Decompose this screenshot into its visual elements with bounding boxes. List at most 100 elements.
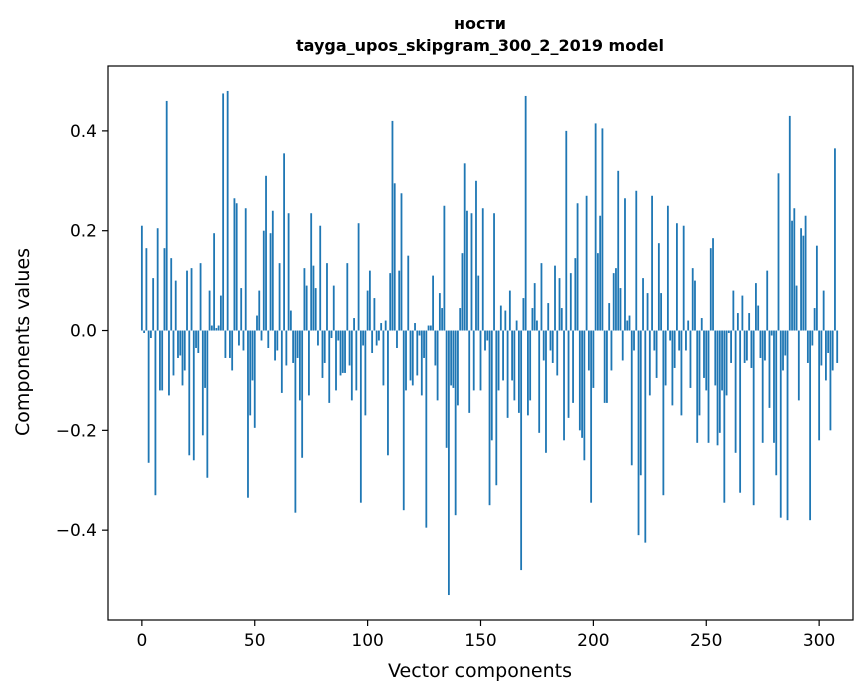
- bar-195: [581, 330, 583, 438]
- bar-244: [691, 268, 694, 331]
- bar-249: [703, 330, 705, 378]
- bar-131: [436, 330, 439, 401]
- bar-106: [380, 323, 383, 331]
- bar-296: [809, 330, 812, 521]
- bar-293: [802, 235, 805, 331]
- bar-59: [274, 330, 276, 361]
- bar-93: [350, 330, 353, 401]
- bar-208: [610, 330, 613, 371]
- bar-246: [696, 330, 699, 443]
- bar-27: [201, 330, 204, 436]
- bar-88: [339, 330, 342, 376]
- bar-147: [472, 330, 475, 391]
- x-tick-label-5: 250: [690, 631, 722, 651]
- bar-179: [545, 330, 547, 453]
- bar-99: [364, 330, 367, 416]
- bar-176: [538, 330, 541, 433]
- bar-11: [165, 100, 168, 331]
- bar-304: [827, 330, 830, 353]
- bar-211: [617, 170, 620, 331]
- bar-79: [319, 225, 322, 331]
- bar-186: [560, 308, 563, 331]
- bar-182: [551, 330, 554, 363]
- bar-137: [450, 330, 453, 386]
- bar-16: [177, 330, 179, 358]
- bar-291: [797, 330, 800, 401]
- bar-154: [488, 330, 491, 506]
- bar-89: [341, 330, 344, 373]
- bar-245: [694, 280, 696, 331]
- bar-258: [723, 330, 726, 503]
- bar-157: [495, 330, 498, 486]
- bar-132: [438, 293, 441, 331]
- bar-189: [567, 330, 570, 418]
- bar-31: [210, 325, 213, 331]
- bar-243: [689, 330, 692, 388]
- bar-119: [409, 330, 412, 381]
- bar-46: [244, 208, 247, 331]
- bar-210: [615, 268, 617, 331]
- bar-259: [725, 330, 728, 396]
- bar-146: [470, 213, 473, 331]
- bar-196: [583, 330, 586, 461]
- bar-230: [660, 293, 663, 331]
- bar-295: [806, 330, 809, 363]
- bar-263: [734, 330, 737, 453]
- bar-204: [601, 128, 604, 331]
- bar-237: [676, 223, 678, 331]
- bar-55: [265, 175, 267, 331]
- bar-115: [400, 193, 403, 331]
- bar-213: [621, 330, 624, 361]
- bar-128: [429, 325, 432, 331]
- bar-111: [391, 120, 394, 331]
- bar-94: [353, 318, 355, 331]
- bar-191: [572, 330, 574, 403]
- bar-276: [764, 330, 766, 361]
- bar-95: [355, 330, 358, 391]
- bar-215: [626, 320, 629, 331]
- bar-20: [186, 270, 188, 331]
- bar-180: [547, 303, 550, 331]
- axes-layer: 0 50 100 150 200 250 300 −0.4 −0.2 0.0 0.2 0.4: [56, 65, 854, 651]
- bar-5: [152, 278, 155, 331]
- bar-308: [836, 330, 839, 363]
- bar-231: [662, 330, 665, 496]
- bar-96: [357, 223, 360, 331]
- bar-288: [791, 220, 793, 331]
- bar-270: [750, 330, 753, 368]
- bar-274: [759, 330, 762, 358]
- bar-71: [301, 330, 304, 458]
- bar-302: [822, 290, 825, 331]
- bar-98: [362, 330, 365, 346]
- bar-82: [326, 263, 328, 331]
- bar-200: [592, 330, 595, 388]
- bar-30: [208, 290, 211, 331]
- bar-74: [308, 330, 310, 396]
- bar-260: [727, 330, 730, 334]
- bar-207: [608, 303, 611, 331]
- bar-135: [445, 330, 448, 448]
- bar-264: [736, 313, 739, 331]
- bar-17: [179, 330, 182, 356]
- bar-221: [639, 330, 642, 476]
- bar-153: [486, 330, 489, 341]
- bar-164: [511, 330, 514, 381]
- bar-21: [188, 330, 191, 456]
- bar-226: [651, 195, 653, 331]
- bar-24: [195, 330, 197, 348]
- bar-105: [378, 330, 380, 341]
- bar-297: [811, 330, 814, 346]
- bar-305: [829, 330, 832, 431]
- bar-166: [515, 320, 518, 331]
- x-tick-label-4: 200: [577, 631, 609, 651]
- bar-235: [671, 330, 674, 406]
- bar-216: [628, 315, 631, 331]
- bars-layer: [140, 90, 839, 596]
- bar-112: [393, 183, 396, 331]
- bar-173: [531, 308, 534, 331]
- bar-214: [624, 198, 626, 331]
- y-axis-label: Components values: [12, 248, 34, 436]
- bar-229: [657, 243, 660, 331]
- bar-158: [497, 330, 500, 391]
- bar-143: [463, 163, 466, 331]
